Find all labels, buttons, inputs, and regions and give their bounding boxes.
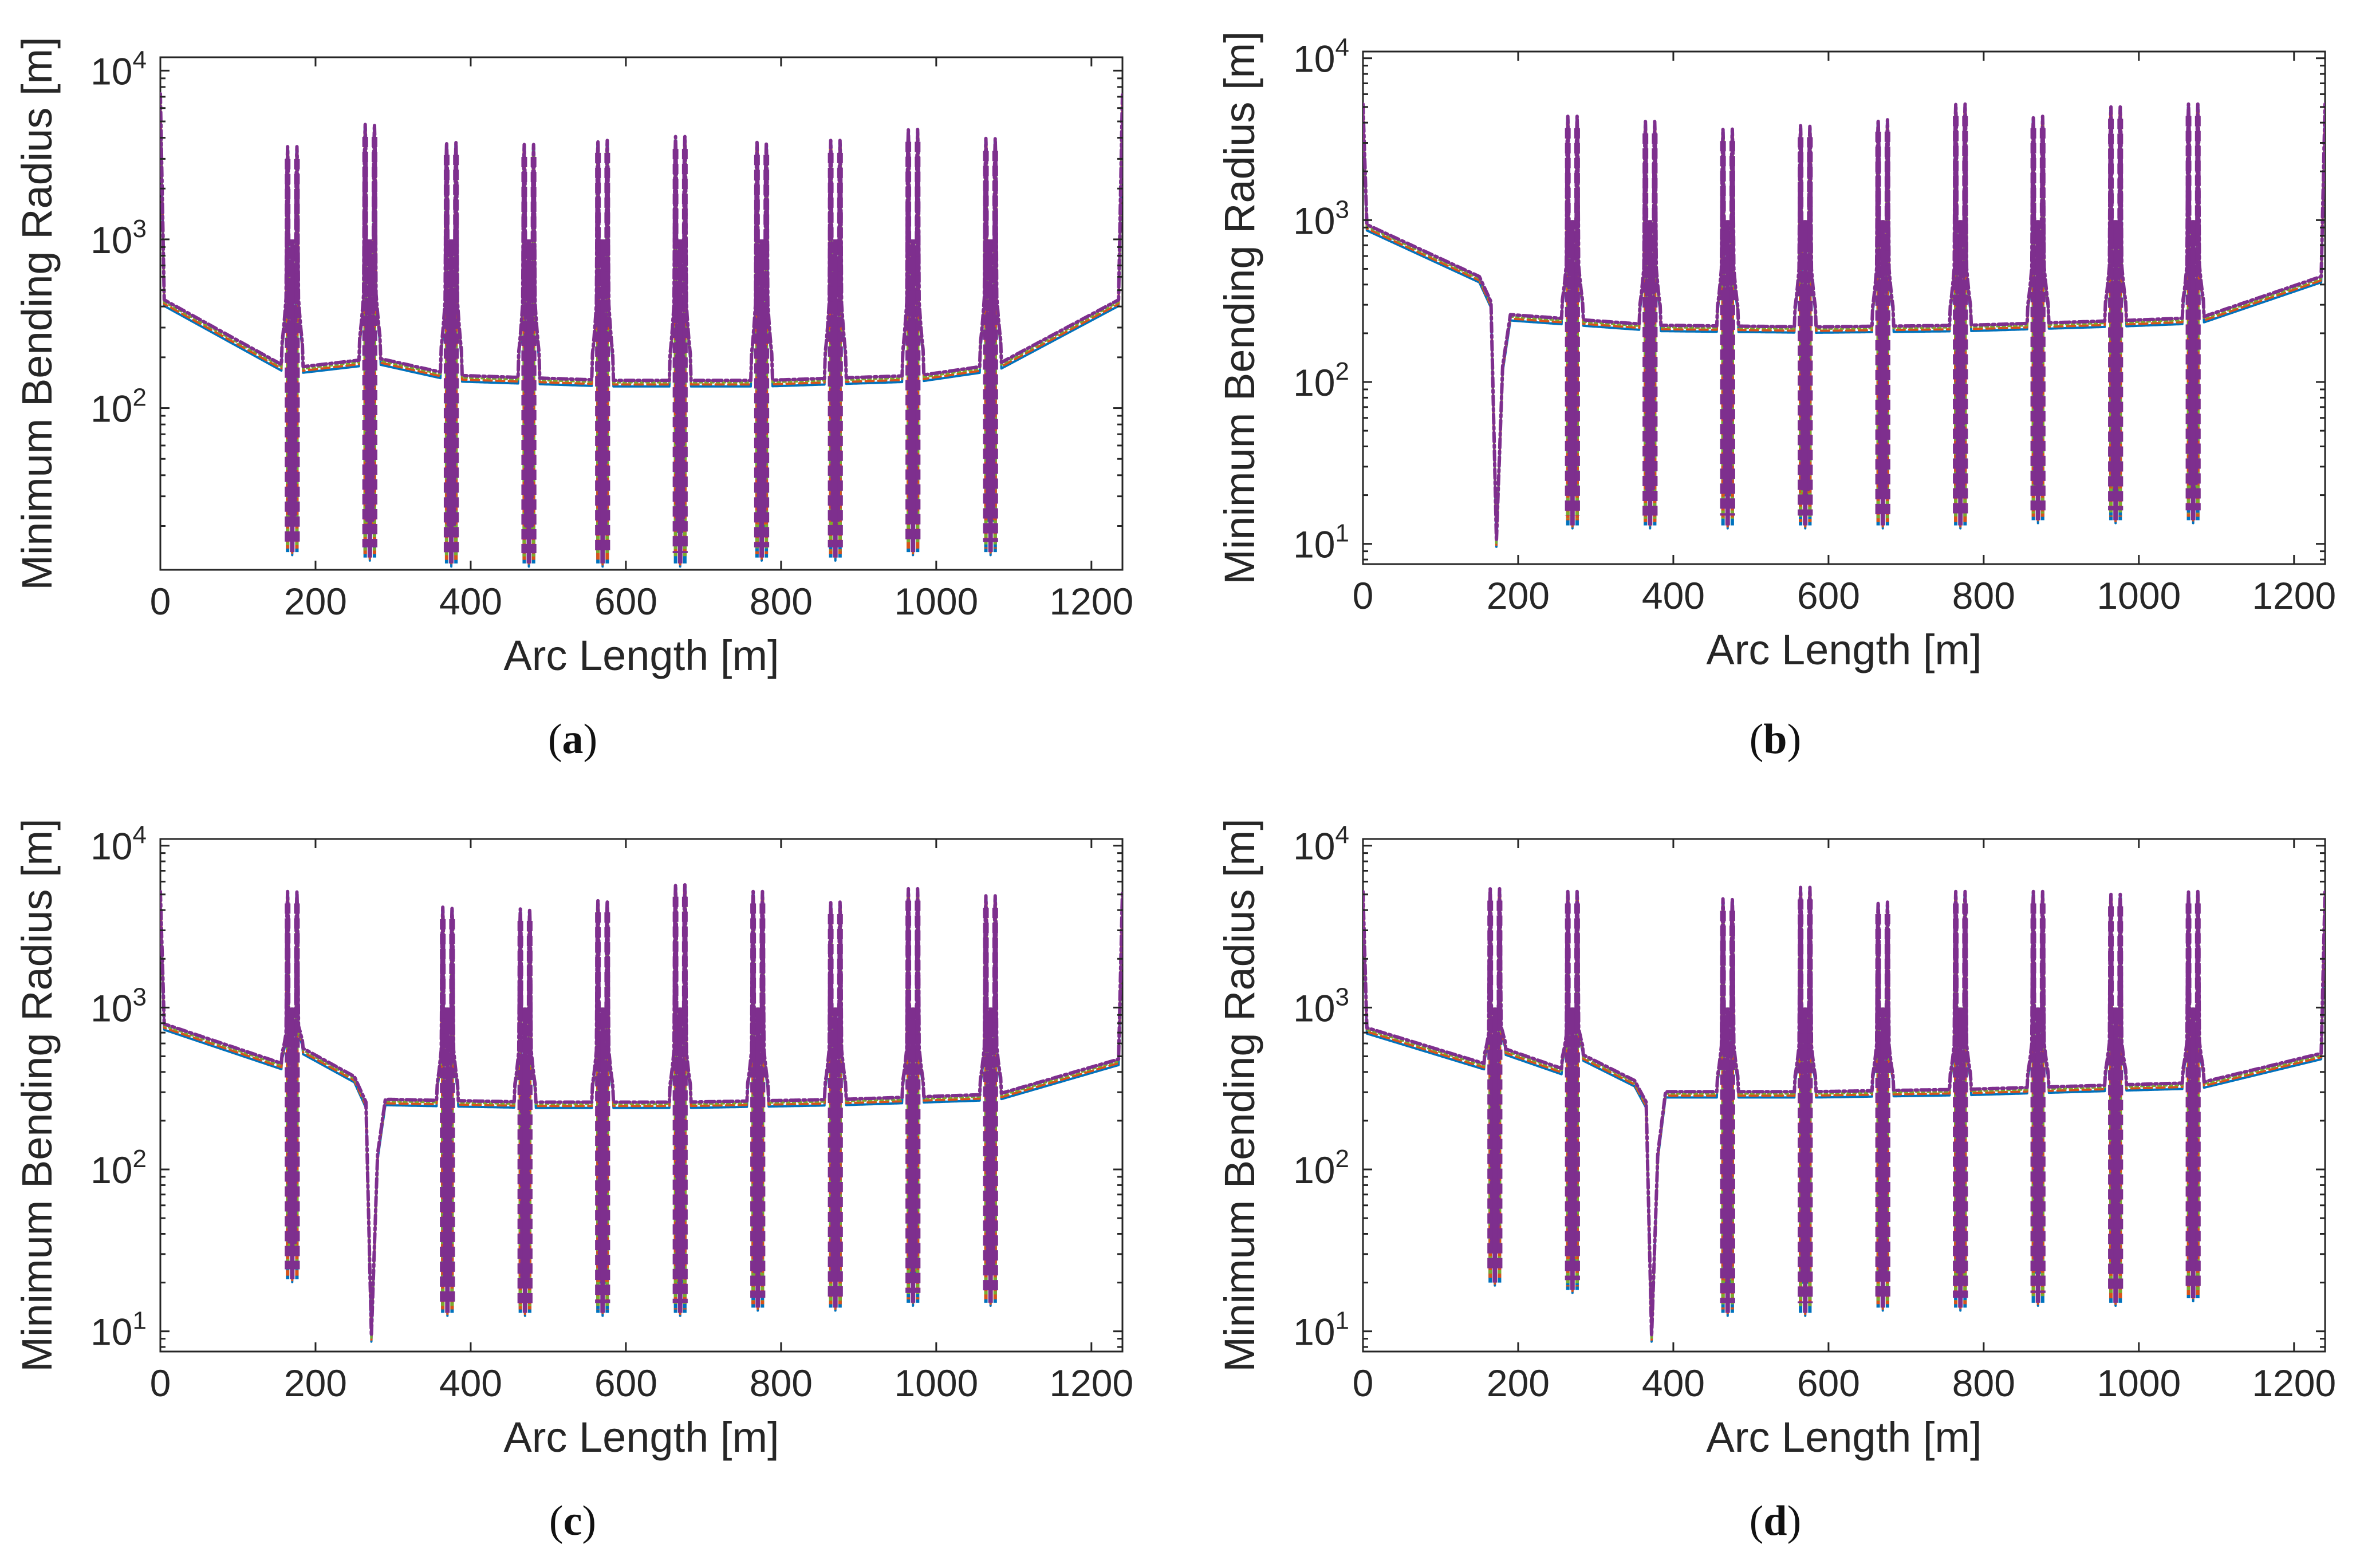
x-axis-label: Arc Length [m] — [503, 632, 779, 679]
x-tick-label: 1000 — [894, 1362, 978, 1404]
panel-d: 0 200 400 600 800 1000 1200 101 102 103 104 Arc Len… — [1216, 818, 2336, 1545]
x-tick-label: 1000 — [2097, 574, 2181, 617]
x-tick-label: 600 — [1797, 574, 1860, 617]
series-line-4 — [1363, 102, 2325, 543]
x-tick-label: 400 — [1642, 574, 1705, 617]
x-tick-label: 800 — [1952, 574, 2015, 617]
x-tick-label: 0 — [1353, 574, 1374, 617]
x-tick-label: 0 — [1353, 1362, 1374, 1404]
y-tick-label: 102 — [1293, 357, 1349, 404]
y-axis-label: Minimum Bending Radius [m] — [13, 818, 61, 1372]
x-tick-label: 400 — [439, 1362, 502, 1404]
panel-a: 0 200 400 600 800 1000 1200 102 103 104 Arc Length… — [13, 37, 1133, 763]
y-axis-label: Minimum Bending Radius [m] — [13, 37, 61, 590]
series-line-2 — [1363, 890, 2325, 1341]
series-line-4 — [1363, 885, 2325, 1338]
series-line-3 — [160, 94, 1122, 564]
series-line-3 — [160, 885, 1122, 1339]
x-tick-label: 600 — [594, 1362, 657, 1404]
y-tick-label: 102 — [1293, 1145, 1349, 1191]
x-tick-label: 600 — [1797, 1362, 1860, 1404]
x-tick-label: 200 — [1487, 1362, 1550, 1404]
series-line-3 — [1363, 888, 2325, 1339]
x-tick-label: 800 — [1952, 1362, 2015, 1404]
series-line-3 — [1363, 105, 2325, 544]
series-line-2 — [160, 887, 1122, 1341]
plot-frame — [1362, 838, 2326, 1353]
series-line-1 — [160, 99, 1122, 568]
panel-caption: (d) — [1750, 1498, 1801, 1545]
y-tick-label: 104 — [90, 46, 147, 92]
series-line-1 — [1363, 108, 2325, 548]
x-tick-label: 200 — [1487, 574, 1550, 617]
y-tick-label: 104 — [1293, 821, 1349, 868]
plot-frame — [1362, 50, 2326, 565]
x-tick-label: 1200 — [2252, 574, 2336, 617]
series-line-1 — [160, 889, 1122, 1343]
x-tick-label: 200 — [284, 1362, 347, 1404]
x-tick-label: 1200 — [1049, 580, 1133, 623]
y-tick-label: 103 — [90, 215, 147, 261]
panel-caption: (c) — [549, 1498, 596, 1545]
x-tick-label: 800 — [750, 580, 813, 623]
x-tick-label: 800 — [750, 1362, 813, 1404]
y-tick-label: 101 — [1293, 519, 1349, 566]
y-tick-label: 102 — [90, 384, 147, 430]
panel-c: 0 200 400 600 800 1000 1200 101 102 103 104 Arc Len… — [13, 818, 1133, 1545]
x-tick-label: 200 — [284, 580, 347, 623]
x-tick-label: 1200 — [1049, 1362, 1133, 1404]
series-line-1 — [1363, 892, 2325, 1343]
series-line-4 — [160, 883, 1122, 1338]
y-tick-label: 102 — [90, 1145, 147, 1191]
x-tick-label: 1200 — [2252, 1362, 2336, 1404]
series-line-2 — [1363, 107, 2325, 546]
y-tick-label: 104 — [90, 821, 147, 868]
y-axis-label: Minimum Bending Radius [m] — [1216, 31, 1263, 584]
y-tick-label: 101 — [90, 1307, 147, 1353]
y-tick-label: 101 — [1293, 1307, 1349, 1353]
x-axis-label: Arc Length [m] — [1706, 626, 1981, 673]
y-tick-label: 103 — [90, 983, 147, 1029]
y-tick-label: 104 — [1293, 34, 1349, 80]
y-tick-label: 103 — [1293, 983, 1349, 1029]
y-axis-label: Minimum Bending Radius [m] — [1216, 818, 1263, 1372]
series-line-4 — [160, 92, 1122, 562]
x-axis-label: Arc Length [m] — [503, 1413, 779, 1461]
x-axis-label: Arc Length [m] — [1706, 1413, 1981, 1461]
plot-frame — [159, 56, 1124, 571]
x-tick-label: 1000 — [2097, 1362, 2181, 1404]
series-line-2 — [160, 96, 1122, 566]
panel-caption: (b) — [1750, 716, 1801, 763]
x-tick-label: 1000 — [894, 580, 978, 623]
x-tick-label: 400 — [439, 580, 502, 623]
y-tick-label: 103 — [1293, 195, 1349, 242]
x-tick-label: 0 — [150, 580, 171, 623]
x-tick-label: 400 — [1642, 1362, 1705, 1404]
panel-caption: (a) — [548, 716, 597, 763]
x-tick-label: 600 — [594, 580, 657, 623]
panel-b: 0 200 400 600 800 1000 1200 101 102 103 104 Arc Len… — [1216, 31, 2336, 763]
x-tick-label: 0 — [150, 1362, 171, 1404]
